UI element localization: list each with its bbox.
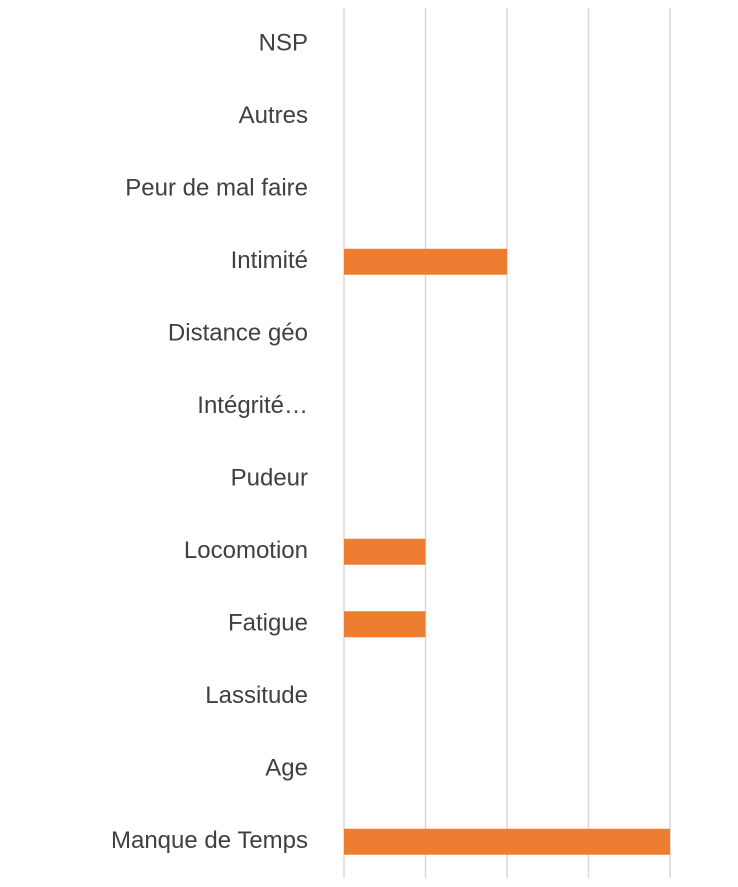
y-tick-label: NSP	[259, 30, 308, 57]
bar	[344, 828, 670, 855]
y-tick-label: Autres	[239, 102, 308, 129]
bar	[344, 248, 507, 275]
y-tick-label: Distance géo	[168, 320, 308, 347]
y-tick-label: Pudeur	[231, 465, 308, 492]
bar	[344, 611, 426, 638]
y-tick-label: Peur de mal faire	[125, 175, 308, 202]
bar	[344, 538, 426, 565]
y-tick-label: Locomotion	[184, 537, 308, 564]
y-tick-label: Fatigue	[228, 610, 308, 637]
y-tick-label: Manque de Temps	[111, 827, 308, 854]
y-tick-label: Intégrité…	[197, 392, 308, 419]
y-tick-label: Age	[265, 755, 308, 782]
y-tick-label: Lassitude	[205, 682, 308, 709]
y-tick-label: Intimité	[231, 247, 308, 274]
